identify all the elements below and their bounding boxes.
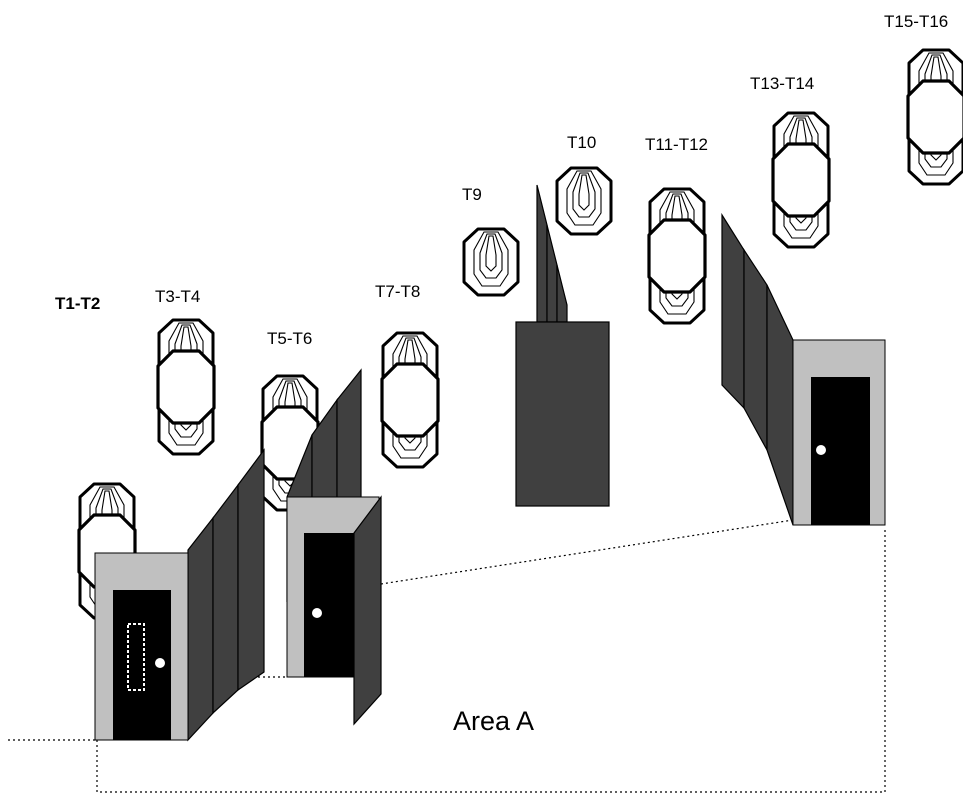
target-stack-t13-t14 — [773, 113, 829, 247]
door-2-open-leaf — [353, 495, 382, 726]
label-t9: T9 — [462, 185, 482, 204]
target-t9 — [462, 227, 520, 297]
wall-right-panels — [721, 212, 794, 526]
door-1-window — [127, 623, 145, 691]
wall-left-panels — [187, 448, 265, 742]
door-2 — [304, 533, 358, 677]
door-knob-1 — [155, 658, 165, 668]
label-t15-t16: T15-T16 — [884, 12, 948, 31]
doorway-2 — [286, 495, 382, 726]
label-t1-t2: T1-T2 — [55, 294, 100, 313]
central-block — [515, 184, 610, 507]
label-t11-t12: T11-T12 — [645, 135, 708, 154]
target-stack-t15-t16 — [908, 50, 963, 184]
label-t10: T10 — [567, 133, 596, 152]
target-stack-t11-t12 — [649, 189, 705, 323]
doorway-3 — [792, 339, 886, 526]
label-t5-t6: T5-T6 — [267, 329, 312, 348]
target-stack-t7-t8 — [382, 333, 438, 467]
target-t10 — [555, 166, 613, 236]
target-stack-t3-t4 — [158, 320, 214, 454]
label-t3-t4: T3-T4 — [155, 287, 200, 306]
doorway-1 — [94, 552, 189, 741]
label-t13-t14: T13-T14 — [750, 74, 814, 93]
door-knob-3 — [816, 445, 826, 455]
area-label: Area A — [453, 706, 534, 736]
door-knob-2 — [312, 608, 322, 618]
label-t7-t8: T7-T8 — [375, 282, 420, 301]
